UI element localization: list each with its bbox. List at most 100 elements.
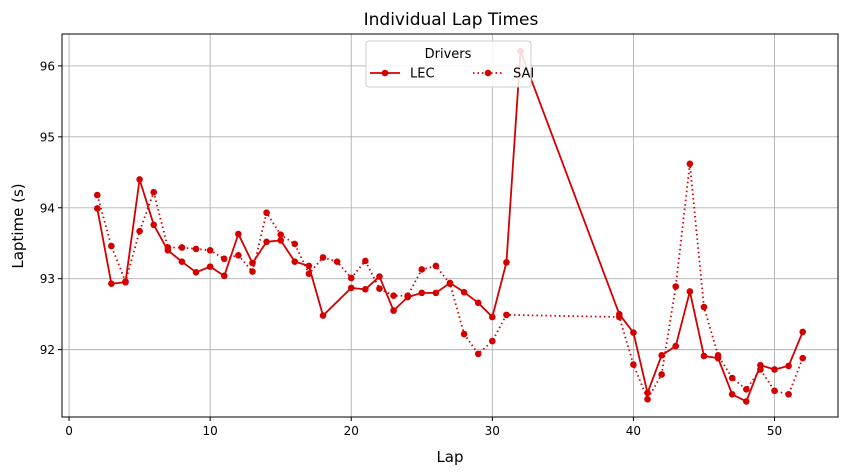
gridlines: [62, 34, 838, 417]
x-tick-label: 30: [485, 424, 500, 438]
data-point-lec: [136, 176, 143, 183]
data-point-sai: [164, 244, 172, 251]
data-point-sai: [108, 242, 115, 250]
data-point-lec: [672, 342, 680, 350]
data-point-lec: [644, 389, 651, 397]
x-axis-ticks: 0 10 20 30 40 50: [65, 417, 782, 438]
data-point-lec: [305, 262, 313, 270]
x-tick-label: 50: [767, 424, 782, 438]
legend-label-sai: SAI: [513, 67, 534, 82]
data-point-sai: [742, 386, 750, 393]
data-point-sai: [376, 285, 383, 292]
data-point-lec: [686, 288, 694, 295]
data-point-sai: [263, 209, 270, 217]
data-point-sai: [446, 280, 454, 287]
data-point-lec: [785, 362, 792, 370]
data-point-lec: [700, 352, 708, 360]
y-tick-label: 96: [40, 59, 55, 73]
data-point-sai: [771, 387, 778, 395]
data-point-sai: [432, 262, 440, 270]
data-point-sai: [785, 391, 792, 398]
data-point-sai: [291, 240, 299, 248]
data-point-sai: [672, 283, 680, 290]
data-point-lec: [432, 289, 440, 297]
data-point-sai: [714, 351, 722, 359]
data-point-lec: [347, 284, 355, 292]
legend-marker-lec: [381, 69, 389, 77]
x-tick-label: 20: [344, 424, 359, 438]
y-tick-label: 93: [40, 272, 55, 286]
y-tick-label: 92: [40, 343, 55, 357]
data-point-sai: [503, 311, 510, 319]
data-point-lec: [630, 329, 637, 336]
legend-entries: LEC SAI: [370, 67, 534, 82]
data-point-sai: [235, 251, 242, 259]
data-point-sai: [347, 274, 355, 282]
data-series: [93, 47, 807, 405]
data-point-lec: [108, 280, 115, 287]
data-point-sai: [799, 354, 807, 362]
data-point-lec: [206, 263, 214, 270]
data-point-sai: [390, 292, 397, 300]
y-axis-ticks: 92 93 94 95 96: [40, 59, 62, 357]
data-point-sai: [362, 257, 369, 265]
data-point-lec: [178, 258, 186, 265]
data-point-sai: [404, 292, 411, 300]
data-point-lec: [277, 237, 284, 244]
data-point-lec: [220, 272, 228, 280]
x-tick-label: 40: [626, 424, 641, 438]
data-point-lec: [771, 366, 778, 373]
data-point-sai: [305, 270, 313, 278]
data-point-lec: [489, 313, 496, 321]
chart-title: Individual Lap Times: [364, 10, 539, 30]
data-point-sai: [474, 350, 482, 358]
data-point-lec: [150, 221, 158, 229]
series-line-lec: [96, 50, 804, 403]
data-point-lec: [291, 258, 299, 265]
data-point-lec: [93, 205, 101, 212]
data-point-sai: [206, 247, 214, 254]
data-point-sai: [136, 227, 143, 235]
data-point-sai: [616, 313, 623, 321]
data-point-sai: [418, 266, 426, 273]
data-point-sai: [249, 268, 256, 275]
data-point-sai: [757, 366, 764, 373]
data-point-sai: [220, 255, 228, 263]
legend-label-lec: LEC: [410, 67, 435, 82]
data-point-lec: [362, 286, 369, 293]
data-point-lec: [658, 351, 665, 359]
y-tick-label: 94: [40, 201, 55, 215]
data-point-sai: [178, 244, 186, 251]
data-point-lec: [742, 398, 750, 405]
data-point-lec: [263, 238, 270, 246]
data-point-lec: [390, 307, 397, 314]
x-axis-label: Lap: [436, 448, 463, 466]
data-point-lec: [460, 288, 468, 296]
y-tick-label: 95: [40, 130, 55, 144]
data-point-sai: [658, 371, 665, 378]
y-axis-label: Laptime (s): [9, 183, 27, 268]
data-point-sai: [192, 245, 200, 253]
data-point-sai: [728, 374, 736, 382]
data-point-sai: [150, 188, 158, 196]
data-point-sai: [277, 231, 284, 239]
legend-marker-sai: [484, 69, 492, 77]
data-point-lec: [728, 391, 736, 398]
data-point-lec: [418, 289, 426, 297]
data-point-sai: [93, 191, 101, 199]
data-point-lec: [474, 299, 482, 307]
data-point-sai: [700, 303, 708, 311]
data-point-lec: [503, 259, 510, 266]
data-point-sai: [630, 361, 637, 368]
legend-title: Drivers: [425, 47, 472, 62]
plot-frame: [61, 33, 839, 418]
data-point-lec: [799, 328, 807, 336]
data-point-lec: [249, 259, 256, 267]
legend: Drivers LEC SAI: [365, 40, 534, 88]
data-point-lec: [192, 269, 200, 276]
data-point-sai: [333, 258, 341, 265]
x-tick-label: 0: [65, 424, 73, 438]
data-point-sai: [319, 254, 327, 261]
data-point-sai: [686, 160, 694, 168]
